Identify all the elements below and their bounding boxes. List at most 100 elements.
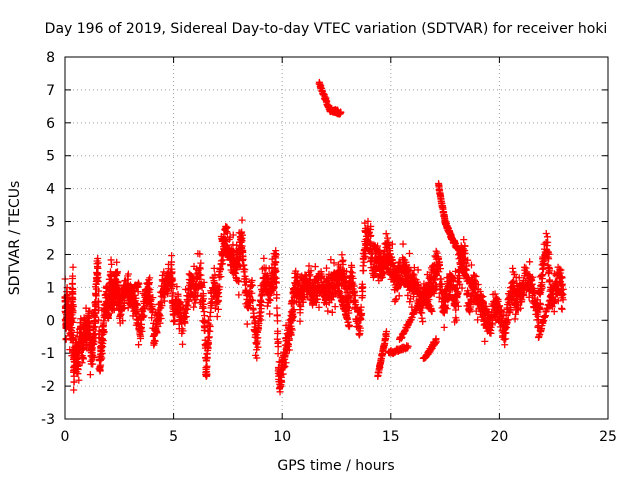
data-point <box>119 317 127 325</box>
data-point <box>79 355 87 363</box>
data-point <box>276 388 284 396</box>
data-point <box>98 350 106 358</box>
data-point <box>466 277 474 285</box>
data-point <box>384 234 392 242</box>
data-point <box>520 263 528 271</box>
data-point <box>134 301 142 309</box>
data-point <box>177 298 185 306</box>
data-point <box>273 311 281 319</box>
data-point <box>69 288 77 296</box>
data-point <box>204 316 212 324</box>
y-tick-label: 6 <box>46 116 55 132</box>
data-point <box>238 216 246 224</box>
data-point <box>366 238 374 246</box>
data-point <box>352 301 360 309</box>
data-point <box>78 359 86 367</box>
data-point <box>257 305 265 313</box>
data-point <box>90 337 98 345</box>
y-tick-label: 5 <box>46 149 55 165</box>
data-point <box>91 317 99 325</box>
data-point <box>501 341 509 349</box>
data-point <box>254 343 262 351</box>
data-point <box>419 318 427 326</box>
data-point <box>200 312 208 320</box>
data-point <box>179 327 187 335</box>
data-point <box>214 305 222 313</box>
data-point <box>132 300 140 308</box>
data-point <box>284 340 292 348</box>
data-point <box>525 293 533 301</box>
data-point <box>69 294 77 302</box>
data-point <box>138 327 146 335</box>
data-point <box>399 240 407 248</box>
data-point <box>146 274 154 282</box>
data-point <box>248 289 256 297</box>
data-point <box>458 264 466 272</box>
data-point <box>552 278 560 286</box>
data-point <box>318 272 326 280</box>
data-point <box>190 303 198 311</box>
data-point <box>274 343 282 351</box>
data-point <box>506 305 514 313</box>
data-point <box>512 310 520 318</box>
data-point <box>462 273 470 281</box>
data-point <box>79 353 87 361</box>
data-point <box>452 316 460 324</box>
data-point <box>200 300 208 308</box>
data-point <box>550 308 558 316</box>
data-point <box>89 360 97 368</box>
data-point <box>113 258 121 266</box>
data-point <box>546 276 554 284</box>
data-point <box>75 376 83 384</box>
data-point <box>461 255 469 263</box>
data-point <box>239 247 247 255</box>
data-point <box>234 277 242 285</box>
y-tick-label: 8 <box>46 50 55 66</box>
y-tick-label: 2 <box>46 247 55 263</box>
data-point <box>404 342 412 350</box>
data-point <box>95 287 103 295</box>
data-point <box>461 242 469 250</box>
data-point <box>362 253 370 261</box>
data-point <box>176 300 184 308</box>
data-point <box>69 318 77 326</box>
data-point <box>273 317 281 325</box>
y-tick-label: -3 <box>41 412 55 428</box>
data-point <box>260 254 268 262</box>
data-point <box>357 303 365 311</box>
data-point <box>263 302 271 310</box>
data-point <box>173 283 181 291</box>
data-point <box>496 302 504 310</box>
y-tick-label: 4 <box>46 182 55 198</box>
data-point <box>94 264 102 272</box>
x-tick-label: 20 <box>490 429 508 445</box>
data-point <box>287 331 295 339</box>
data-point <box>233 266 241 274</box>
y-axis-label: SDTVAR / TECUs <box>7 181 23 296</box>
data-point <box>97 355 105 363</box>
data-point <box>558 274 566 282</box>
data-point <box>69 302 77 310</box>
data-point <box>522 264 530 272</box>
data-point <box>216 283 224 291</box>
data-point <box>238 231 246 239</box>
data-point <box>346 322 354 330</box>
y-tick-label: 1 <box>46 280 55 296</box>
data-point <box>414 266 422 274</box>
data-point <box>169 289 177 297</box>
data-point <box>358 310 366 318</box>
data-point <box>168 252 176 260</box>
data-point <box>238 228 246 236</box>
data-point <box>114 278 122 286</box>
data-point <box>347 268 355 276</box>
data-point <box>69 331 77 339</box>
data-point <box>502 329 510 337</box>
data-point <box>272 267 280 275</box>
data-point <box>266 310 274 318</box>
data-point <box>330 259 338 267</box>
y-tick-label: -1 <box>41 346 55 362</box>
data-point <box>253 354 261 362</box>
data-point <box>200 278 208 286</box>
data-point <box>273 291 281 299</box>
chart-title: Day 196 of 2019, Sidereal Day-to-day VTE… <box>45 21 608 37</box>
